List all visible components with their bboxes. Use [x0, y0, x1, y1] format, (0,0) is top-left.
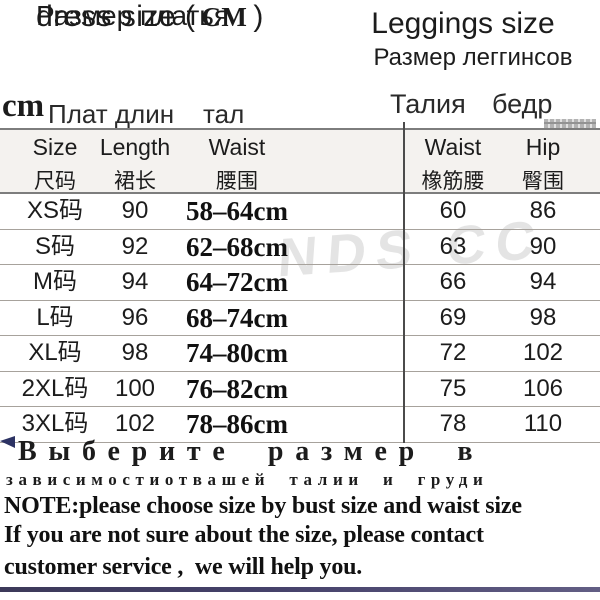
cell-size: XS码: [26, 197, 83, 224]
cell-leggings-waist: 60: [439, 197, 467, 224]
cell-leggings-waist: 72: [439, 339, 467, 366]
unit-label: cm: [2, 88, 45, 124]
cell-waist-range: 68–74cm: [186, 302, 288, 333]
length-label-ru: Плат длин: [48, 99, 175, 129]
cell-length: 102: [114, 410, 156, 437]
table-vertical-divider: [403, 122, 405, 443]
size-table: Size 尺码 Length 裙长 Waist 腰围 Waist 橡筋腰 Hip…: [0, 128, 600, 443]
header-length-en: Length: [99, 134, 171, 160]
cell-hip: 90: [529, 232, 557, 260]
table-row: XL码 98 74–80cm 72 102: [0, 336, 600, 372]
leggings-hip-label-ru: бедр: [492, 89, 553, 119]
cell-leggings-waist: 69: [439, 303, 467, 331]
header-leggings-waist-en: Waist: [424, 134, 482, 160]
header-hip-en: Hip: [525, 134, 561, 160]
cell-hip: 110: [523, 410, 563, 437]
cell-waist-range: 76–82cm: [186, 373, 288, 404]
cell-length: 100: [114, 374, 156, 402]
table-row: L码 96 68–74cm 69 98: [0, 301, 600, 336]
dress-size-title: dress size (CM): [0, 0, 300, 34]
header-size-en: Size: [32, 134, 78, 160]
header-waist-en: Waist: [208, 134, 266, 160]
cell-hip: 94: [529, 268, 557, 295]
cell-waist-range: 78–86cm: [186, 409, 288, 439]
cell-waist-range: 74–80cm: [186, 338, 288, 368]
header-hip-zh: 臀围: [522, 170, 564, 193]
struck-out-text-artifact: [544, 119, 596, 128]
cell-length: 90: [121, 197, 149, 224]
choose-size-ru-line1: Выберите размер в: [18, 436, 485, 467]
dress-size-subtitle-ru: Размер платья: [35, 0, 230, 31]
cell-size: M码: [33, 268, 77, 295]
cell-length: 96: [121, 303, 149, 331]
header-length: Length 裙长: [85, 130, 185, 193]
header-hip: Hip 臀围: [493, 130, 593, 193]
dress-size-unit: CM: [201, 2, 248, 32]
table-header-row: Size 尺码 Length 裙长 Waist 腰围 Waist 橡筋腰 Hip…: [0, 128, 600, 194]
table-row: 2XL码 100 76–82cm 75 106: [0, 372, 600, 407]
dress-size-title-part2: ): [253, 0, 264, 33]
cell-leggings-waist: 63: [439, 232, 467, 260]
choose-size-ru-line2: зависимостиотвашей талии и груди: [6, 470, 489, 489]
table-row: S码 92 62–68cm 63 90: [0, 230, 600, 265]
cell-length: 92: [121, 232, 149, 260]
header-waist-zh: 腰围: [216, 170, 258, 193]
table-row: M码 94 64–72cm 66 94: [0, 265, 600, 301]
header-leggings-waist-zh: 橡筋腰: [421, 170, 485, 193]
dress-size-title-part1: dress size (: [36, 0, 196, 33]
cell-size: S码: [34, 232, 75, 260]
leggings-size-title: Leggings size: [371, 7, 555, 40]
header-size: Size 尺码: [5, 130, 105, 193]
cell-hip: 86: [529, 197, 557, 224]
header-length-zh: 裙长: [114, 170, 156, 193]
cell-leggings-waist: 78: [439, 410, 467, 437]
leggings-size-subtitle-ru: Размер леггинсов: [373, 44, 573, 71]
cell-size: XL码: [28, 339, 82, 366]
cell-hip: 98: [529, 303, 557, 331]
cursor-arrow-icon: [0, 436, 15, 448]
cell-size: 2XL码: [21, 374, 89, 402]
note-line-3: customer service , we will help you.: [4, 554, 363, 580]
cell-leggings-waist: 66: [439, 268, 467, 295]
cell-length: 98: [121, 339, 149, 366]
table-row: 3XL码 102 78–86cm 78 110: [0, 407, 600, 443]
table-body: XS码 90 58–64cm 60 86 S码 92 62–68cm 63 90…: [0, 194, 600, 443]
cell-leggings-waist: 75: [439, 374, 467, 402]
cell-hip: 106: [522, 374, 564, 402]
header-waist: Waist 腰围: [147, 130, 327, 193]
header-size-zh: 尺码: [34, 170, 76, 193]
cell-length: 94: [121, 268, 149, 295]
waist-label-ru: тал: [203, 99, 245, 129]
cell-hip: 102: [522, 339, 564, 366]
bottom-accent-bar: [0, 587, 600, 592]
cell-waist-range: 62–68cm: [186, 231, 288, 262]
cell-waist-range: 64–72cm: [186, 267, 288, 297]
note-line-2: If you are not sure about the size, plea…: [4, 522, 484, 548]
note-line-1: NOTE:please choose size by bust size and…: [4, 493, 522, 519]
cell-waist-range: 58–64cm: [186, 196, 288, 226]
header-leggings-waist: Waist 橡筋腰: [403, 130, 503, 193]
leggings-waist-label-ru: Талия: [390, 89, 466, 119]
cell-size: 3XL码: [21, 410, 89, 437]
table-row: XS码 90 58–64cm 60 86: [0, 194, 600, 230]
cell-size: L码: [36, 303, 74, 331]
